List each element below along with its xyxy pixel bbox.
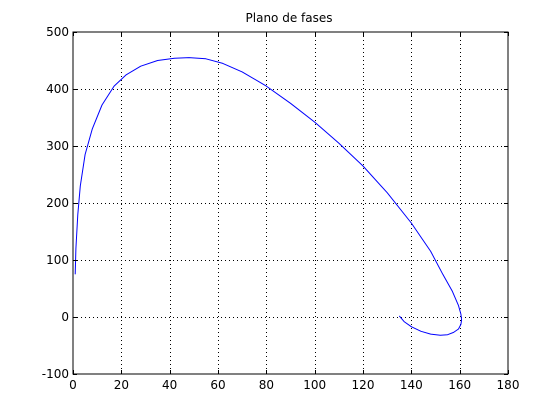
x-tick-label: 80 xyxy=(259,378,274,392)
x-tick-label: 180 xyxy=(497,378,520,392)
grid-lines xyxy=(73,32,508,374)
y-tick-labels: -100 0 100 200 300 400 500 xyxy=(42,25,69,381)
y-tick-label: 0 xyxy=(61,310,69,324)
tick-marks xyxy=(73,32,509,375)
y-tick-label: 500 xyxy=(46,25,69,39)
y-tick-label: 400 xyxy=(46,82,69,96)
y-tick-label: 100 xyxy=(46,253,69,267)
chart-title: Plano de fases xyxy=(246,11,333,25)
x-tick-label: 0 xyxy=(69,378,77,392)
x-tick-label: 160 xyxy=(448,378,471,392)
x-tick-labels: 0 20 40 60 80 100 120 140 160 180 xyxy=(69,378,519,392)
y-tick-label: 300 xyxy=(46,139,69,153)
x-tick-label: 60 xyxy=(210,378,225,392)
x-tick-label: 20 xyxy=(114,378,129,392)
series-group xyxy=(74,57,463,336)
x-tick-label: 120 xyxy=(352,378,375,392)
x-tick-label: 40 xyxy=(162,378,177,392)
y-tick-label: -100 xyxy=(42,367,69,381)
series-line xyxy=(74,57,463,336)
x-tick-label: 140 xyxy=(400,378,423,392)
x-tick-label: 100 xyxy=(303,378,326,392)
y-tick-label: 200 xyxy=(46,196,69,210)
